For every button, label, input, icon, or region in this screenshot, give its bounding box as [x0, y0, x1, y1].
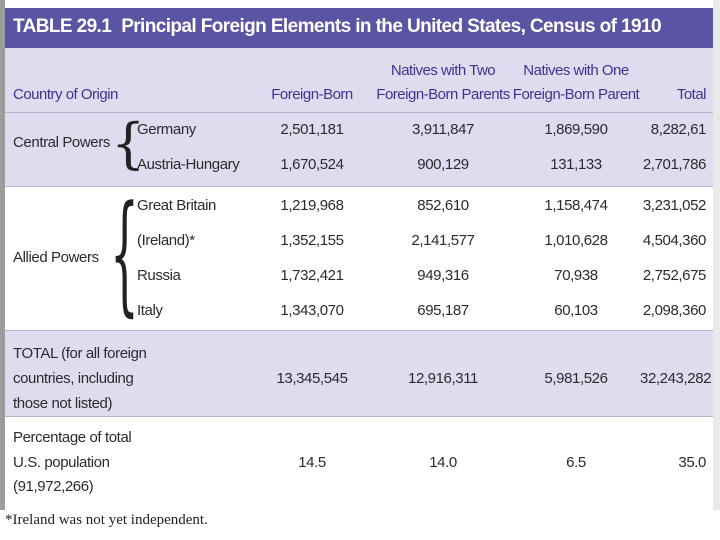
country-name: Germany [137, 121, 196, 138]
header-foreign-born: Foreign-Born [271, 86, 353, 103]
left-border [0, 0, 5, 510]
total-value: 4,504,360 [642, 232, 707, 249]
allied-powers-brace: { [110, 177, 139, 329]
country-name: (Ireland)* [137, 232, 195, 249]
total-value: 3,231,052 [642, 197, 707, 214]
one-parent-value: 1,158,474 [544, 197, 608, 214]
total-label-line1: TOTAL (for all foreign [13, 345, 147, 362]
two-parents-value: 900,129 [417, 156, 469, 173]
footnote: *Ireland was not yet independent. [5, 512, 208, 528]
group-central-powers: Central Powers [13, 134, 110, 151]
one-parent-value: 1,869,590 [544, 121, 608, 138]
row-divider [5, 186, 713, 187]
header-band [5, 48, 713, 112]
percent-label-line1: Percentage of total [13, 429, 132, 446]
foreign-born-value: 1,352,155 [280, 232, 344, 249]
one-parent-value: 70,938 [554, 267, 598, 284]
total-label-line3: those not listed) [13, 395, 113, 412]
foreign-born-value: 2,501,181 [280, 121, 344, 138]
one-parent-value: 60,103 [554, 302, 598, 319]
header-two-parents-line1: Natives with Two [390, 62, 496, 79]
percent-band [5, 416, 713, 502]
group-allied-powers: Allied Powers [13, 249, 99, 266]
total-band [5, 330, 713, 416]
table-number: TABLE 29.1 [13, 16, 112, 37]
header-country: Country of Origin [13, 86, 118, 103]
country-name: Great Britain [137, 197, 216, 214]
table-caption: Principal Foreign Elements in the United… [121, 16, 661, 37]
total-value: 8,282,61 [650, 121, 707, 138]
country-name: Austria-Hungary [137, 156, 240, 173]
header-one-parent-line1: Natives with One [523, 62, 629, 79]
row-divider [5, 330, 713, 331]
total-label-line2: countries, including [13, 370, 134, 387]
two-parents-value: 2,141,577 [411, 232, 475, 249]
total-two-parents: 12,916,311 [408, 370, 478, 387]
central-powers-brace: { [111, 112, 146, 175]
total-value: 2,098,360 [642, 302, 707, 319]
percent-label-line2: U.S. population [13, 454, 110, 471]
total-foreign-born: 13,345,545 [276, 370, 348, 387]
foreign-born-value: 1,219,968 [280, 197, 344, 214]
percent-one-parent: 6.5 [566, 454, 586, 471]
total-value: 2,701,786 [642, 156, 707, 173]
one-parent-value: 131,133 [550, 156, 602, 173]
total-value: 2,752,675 [642, 267, 707, 284]
header-total: Total [676, 86, 707, 103]
two-parents-value: 852,610 [417, 197, 469, 214]
foreign-born-value: 1,670,524 [280, 156, 344, 173]
row-divider [5, 416, 713, 417]
header-two-parents-line2: Foreign-Born Parents [376, 86, 510, 103]
two-parents-value: 695,187 [417, 302, 469, 319]
header-one-parent-line2: Foreign-Born Parent [512, 86, 640, 103]
header-divider [5, 112, 713, 113]
right-border [713, 0, 720, 510]
percent-two-parents: 14.0 [429, 454, 457, 471]
total-total: 32,243,282 [640, 370, 712, 387]
percent-foreign-born: 14.5 [298, 454, 326, 471]
title-bar: TABLE 29.1 Principal Foreign Elements in … [5, 8, 713, 48]
foreign-born-value: 1,732,421 [280, 267, 344, 284]
allied-powers-band [5, 186, 713, 330]
foreign-born-value: 1,343,070 [280, 302, 344, 319]
percent-total: 35.0 [678, 454, 706, 471]
table-title: TABLE 29.1 Principal Foreign Elements in … [13, 16, 662, 38]
one-parent-value: 1,010,628 [544, 232, 608, 249]
total-one-parent: 5,981,526 [544, 370, 608, 387]
country-name: Italy [137, 302, 163, 319]
country-name: Russia [137, 267, 181, 284]
two-parents-value: 949,316 [417, 267, 469, 284]
two-parents-value: 3,911,847 [411, 121, 475, 138]
percent-label-line3: (91,972,266) [13, 478, 94, 495]
central-powers-band [5, 113, 713, 186]
